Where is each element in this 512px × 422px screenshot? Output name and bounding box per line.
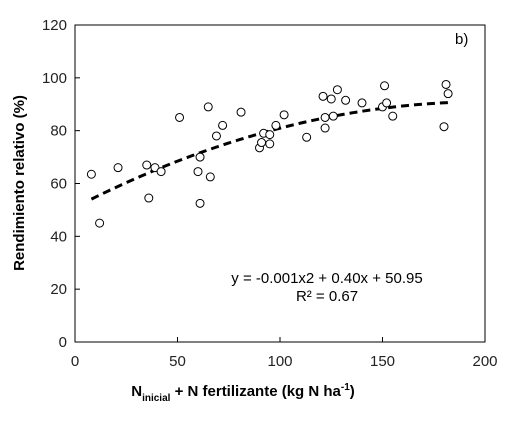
data-point xyxy=(380,81,390,91)
data-points xyxy=(86,79,453,228)
x-tick-label: 0 xyxy=(71,353,79,370)
x-tick-label: 50 xyxy=(169,353,186,370)
y-tick-label: 120 xyxy=(42,17,67,34)
data-point xyxy=(357,98,367,108)
data-point xyxy=(156,167,166,177)
plot-frame xyxy=(74,24,486,343)
y-axis-title: Rendimiento relativo (%) xyxy=(11,95,28,271)
x-axis-title-sup: -1 xyxy=(341,382,350,393)
data-point xyxy=(320,112,330,122)
x-axis-title-sub: inicial xyxy=(142,393,171,404)
data-point xyxy=(95,218,105,228)
data-point xyxy=(195,198,205,208)
data-point xyxy=(382,98,392,108)
data-point xyxy=(271,120,281,130)
x-axis-ticks: 0 50 100 150 200 xyxy=(71,337,498,370)
data-point xyxy=(195,152,205,162)
data-point xyxy=(332,85,342,95)
y-tick-label: 40 xyxy=(50,228,67,245)
data-point xyxy=(326,94,336,104)
trendline xyxy=(90,101,449,201)
data-point xyxy=(320,123,330,133)
data-point xyxy=(150,163,160,173)
data-point xyxy=(257,138,267,148)
data-point xyxy=(211,131,221,141)
data-point xyxy=(113,163,123,173)
x-axis-title: Ninicial + N fertilizante (kg N ha-1) xyxy=(131,382,355,404)
x-axis-title-rest: + N fertilizante (kg N ha xyxy=(170,383,341,400)
panel-label: b) xyxy=(455,31,468,48)
data-point xyxy=(328,111,338,121)
data-point xyxy=(265,139,275,149)
y-tick-label: 100 xyxy=(42,70,67,87)
data-point xyxy=(205,172,215,182)
y-axis-ticks: 0 20 40 60 80 100 120 xyxy=(42,17,80,351)
data-point xyxy=(144,193,154,203)
x-tick-label: 150 xyxy=(370,353,395,370)
data-point xyxy=(193,167,203,177)
y-tick-label: 20 xyxy=(50,281,67,298)
data-point xyxy=(341,95,351,105)
data-point xyxy=(218,120,228,130)
data-point xyxy=(236,107,246,117)
data-point xyxy=(203,102,213,112)
data-point xyxy=(142,160,152,170)
y-tick-label: 80 xyxy=(50,123,67,140)
data-point xyxy=(86,169,96,179)
data-point xyxy=(443,89,453,99)
data-point xyxy=(175,112,185,122)
x-axis-title-main: N xyxy=(131,383,142,400)
data-point xyxy=(318,91,328,101)
data-point xyxy=(388,111,398,121)
y-tick-label: 0 xyxy=(59,334,67,351)
data-point xyxy=(265,130,275,140)
data-point xyxy=(439,122,449,132)
data-point xyxy=(302,132,312,142)
y-tick-label: 60 xyxy=(50,176,67,193)
x-tick-label: 200 xyxy=(472,353,497,370)
regression-equation: y = -0.001x2 + 0.40x + 50.95 xyxy=(231,270,422,287)
data-point xyxy=(441,79,451,89)
x-axis-title-close: ) xyxy=(350,383,355,400)
r-squared: R² = 0.67 xyxy=(296,288,358,305)
data-point xyxy=(279,110,289,120)
x-tick-label: 100 xyxy=(267,353,292,370)
